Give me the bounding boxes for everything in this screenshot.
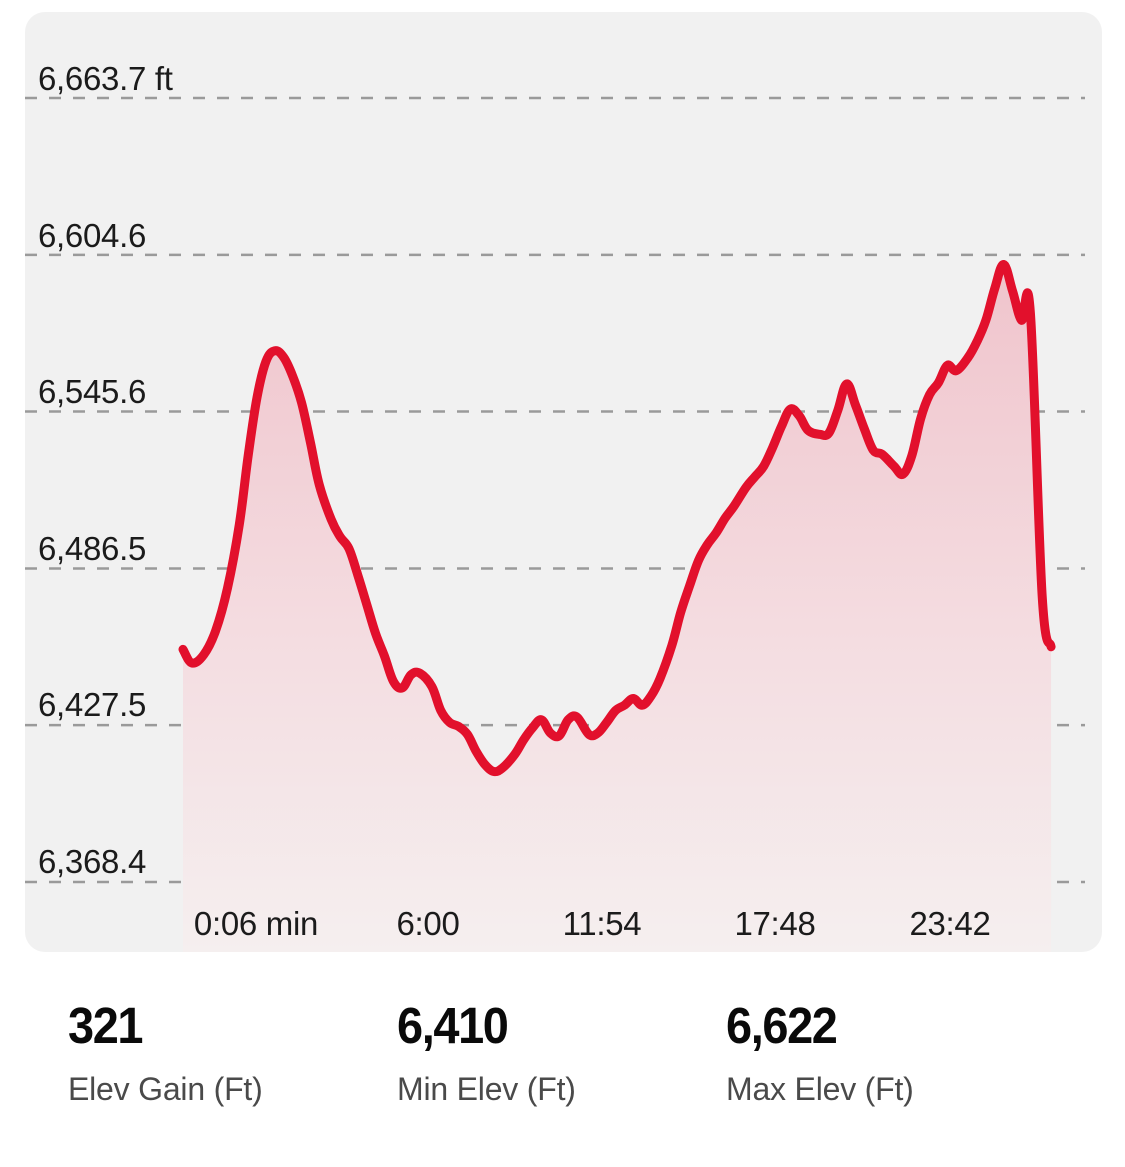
elevation-line: [178, 259, 1056, 777]
y-axis-label-4: 6,427.5: [38, 686, 147, 723]
elevation-area-fill: [183, 264, 1052, 952]
x-axis-label-0: 0:06 min: [193, 905, 319, 942]
stat-elev-gain-value: 321: [68, 997, 144, 1054]
elevation-stats-row: 321 Elev Gain (Ft) 6,410 Min Elev (Ft) 6…: [0, 1000, 1125, 1150]
elevation-chart-card: 6,663.7 ft 6,604.6 6,545.6 6,486.5 6,427…: [25, 12, 1102, 952]
stat-min-elev-label: Min Elev (Ft): [397, 1071, 576, 1107]
elevation-area-chart: [25, 96, 1085, 952]
stat-min-elev: 6,410 Min Elev (Ft): [397, 1000, 576, 1108]
x-axis-label-4: 23:42: [909, 905, 991, 942]
stat-max-elev: 6,622 Max Elev (Ft): [726, 1000, 914, 1108]
stat-min-elev-value: 6,410: [397, 997, 509, 1054]
y-axis-label-0: 6,663.7 ft: [38, 60, 173, 97]
x-axis-label-1: 6:00: [396, 905, 460, 942]
stat-max-elev-value: 6,622: [726, 997, 838, 1054]
y-axis-label-3: 6,486.5: [38, 530, 147, 567]
y-axis-label-1: 6,604.6: [38, 217, 147, 254]
x-axis-label-3: 17:48: [734, 905, 816, 942]
elevation-chart-plot[interactable]: [25, 12, 1102, 952]
x-axis-label-2: 11:54: [562, 905, 642, 942]
stat-elev-gain-label: Elev Gain (Ft): [68, 1071, 263, 1107]
y-axis-label-5: 6,368.4: [38, 843, 147, 880]
stat-elev-gain: 321 Elev Gain (Ft): [68, 1000, 263, 1108]
y-axis-label-2: 6,545.6: [38, 373, 147, 410]
stat-max-elev-label: Max Elev (Ft): [726, 1071, 914, 1107]
